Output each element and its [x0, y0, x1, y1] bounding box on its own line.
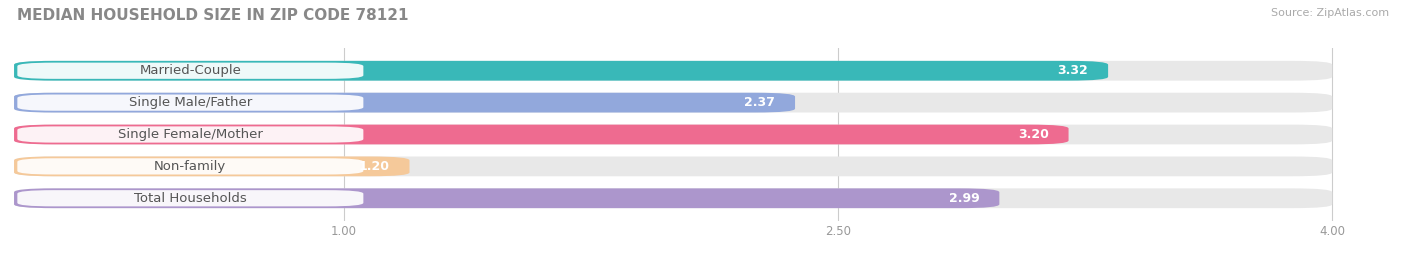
FancyBboxPatch shape	[14, 157, 409, 176]
Text: Single Male/Father: Single Male/Father	[129, 96, 252, 109]
Text: Total Households: Total Households	[134, 192, 246, 205]
FancyBboxPatch shape	[14, 93, 1333, 112]
FancyBboxPatch shape	[14, 125, 1069, 144]
FancyBboxPatch shape	[14, 188, 1333, 208]
Text: 2.37: 2.37	[744, 96, 775, 109]
FancyBboxPatch shape	[14, 93, 794, 112]
FancyBboxPatch shape	[17, 126, 363, 143]
FancyBboxPatch shape	[17, 158, 363, 175]
FancyBboxPatch shape	[14, 125, 1333, 144]
FancyBboxPatch shape	[17, 63, 363, 79]
FancyBboxPatch shape	[17, 94, 363, 111]
FancyBboxPatch shape	[14, 188, 1000, 208]
FancyBboxPatch shape	[14, 157, 1333, 176]
Text: 2.99: 2.99	[949, 192, 980, 205]
Text: 3.20: 3.20	[1018, 128, 1049, 141]
Text: Non-family: Non-family	[155, 160, 226, 173]
FancyBboxPatch shape	[14, 61, 1333, 81]
Text: 3.32: 3.32	[1057, 64, 1088, 77]
Text: 1.20: 1.20	[359, 160, 389, 173]
Text: MEDIAN HOUSEHOLD SIZE IN ZIP CODE 78121: MEDIAN HOUSEHOLD SIZE IN ZIP CODE 78121	[17, 8, 408, 23]
FancyBboxPatch shape	[14, 61, 1108, 81]
Text: Source: ZipAtlas.com: Source: ZipAtlas.com	[1271, 8, 1389, 18]
Text: Married-Couple: Married-Couple	[139, 64, 242, 77]
Text: Single Female/Mother: Single Female/Mother	[118, 128, 263, 141]
FancyBboxPatch shape	[17, 190, 363, 206]
